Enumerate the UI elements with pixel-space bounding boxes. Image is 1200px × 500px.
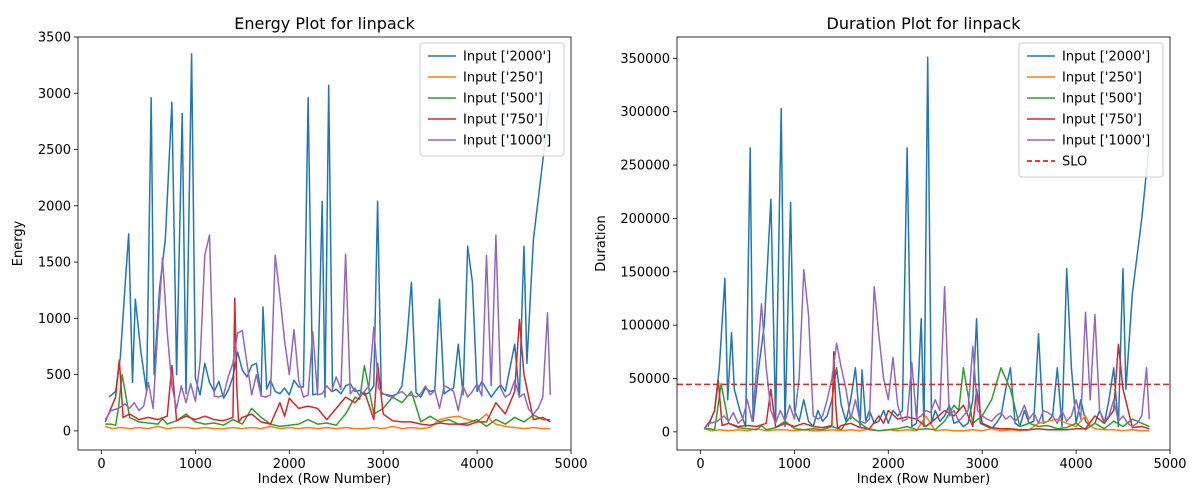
x-tick-label: 4000	[1060, 457, 1093, 472]
y-tick-label: 500	[46, 368, 71, 383]
legend-label-4: Input ['1000']	[463, 134, 551, 149]
y-tick-label: 300000	[620, 105, 670, 120]
series-line-3	[703, 343, 1150, 431]
y-tick-label: 100000	[620, 319, 670, 334]
plot-title: Energy Plot for linpack	[234, 14, 415, 33]
x-tick-label: 1000	[179, 457, 212, 472]
legend-label-0: Input ['2000']	[463, 50, 551, 65]
y-tick-label: 3500	[38, 31, 71, 46]
series-group	[104, 53, 552, 430]
legend-label-2: Input ['500']	[463, 92, 543, 107]
x-tick-label: 2000	[872, 457, 905, 472]
y-axis-title: Duration	[594, 215, 609, 271]
series-group	[677, 56, 1170, 432]
series-line-2	[105, 364, 551, 428]
y-tick-label: 1500	[38, 256, 71, 271]
legend-label-2: Input ['500']	[1062, 92, 1142, 107]
y-tick-label: 0	[662, 425, 670, 440]
series-line-1	[104, 413, 551, 430]
x-tick-label: 5000	[1153, 457, 1186, 472]
x-tick-label: 1000	[778, 457, 811, 472]
legend-label-1: Input ['250']	[463, 71, 543, 86]
legend: Input ['2000'] Input ['250'] Input ['500']…	[1018, 42, 1164, 178]
legend-label-1: Input ['250']	[1062, 71, 1142, 86]
series-line-0	[707, 56, 1151, 430]
y-tick-label: 150000	[620, 265, 670, 280]
plot-panel-0: Energy Plot for linpack 0 1000 2000 3000 4000…	[11, 14, 588, 487]
y-tick-label: 3000	[38, 87, 71, 102]
y-tick-label: 200000	[620, 212, 670, 227]
axes-frame	[77, 36, 572, 451]
plot-title: Duration Plot for linpack	[827, 14, 1022, 33]
series-line-4	[703, 268, 1151, 430]
series-line-4	[104, 234, 552, 421]
legend-box	[419, 42, 565, 157]
axes-frame	[676, 36, 1171, 451]
y-tick-label: 50000	[629, 372, 670, 387]
y-tick-label: 2500	[38, 143, 71, 158]
x-tick-label: 5000	[554, 457, 587, 472]
x-tick-label: 0	[696, 457, 704, 472]
x-tick-label: 3000	[966, 457, 999, 472]
y-tick-label: 350000	[620, 52, 670, 67]
legend-label-3: Input ['750']	[463, 113, 543, 128]
x-tick-label: 3000	[367, 457, 400, 472]
x-tick-label: 4000	[461, 457, 494, 472]
y-tick-label: 250000	[620, 159, 670, 174]
plot-panel-1: Duration Plot for linpack 0 1000 2000 3000 40…	[594, 14, 1187, 487]
legend-label-4: Input ['1000']	[1062, 134, 1150, 149]
x-tick-label: 0	[97, 457, 105, 472]
x-axis-title: Index (Row Number)	[857, 472, 990, 487]
x-tick-label: 2000	[273, 457, 306, 472]
series-line-3	[104, 297, 551, 426]
series-line-0	[108, 53, 552, 399]
y-tick-label: 0	[63, 424, 71, 439]
y-tick-label: 1000	[38, 312, 71, 327]
legend-label-5: SLO	[1062, 155, 1087, 170]
y-axis-title: Energy	[11, 220, 26, 266]
y-tick-label: 2000	[38, 199, 71, 214]
legend-label-3: Input ['750']	[1062, 113, 1142, 128]
legend-label-0: Input ['2000']	[1062, 50, 1150, 65]
series-line-2	[704, 367, 1150, 432]
legend: Input ['2000'] Input ['250'] Input ['500']…	[419, 42, 565, 157]
x-axis-title: Index (Row Number)	[258, 472, 391, 487]
